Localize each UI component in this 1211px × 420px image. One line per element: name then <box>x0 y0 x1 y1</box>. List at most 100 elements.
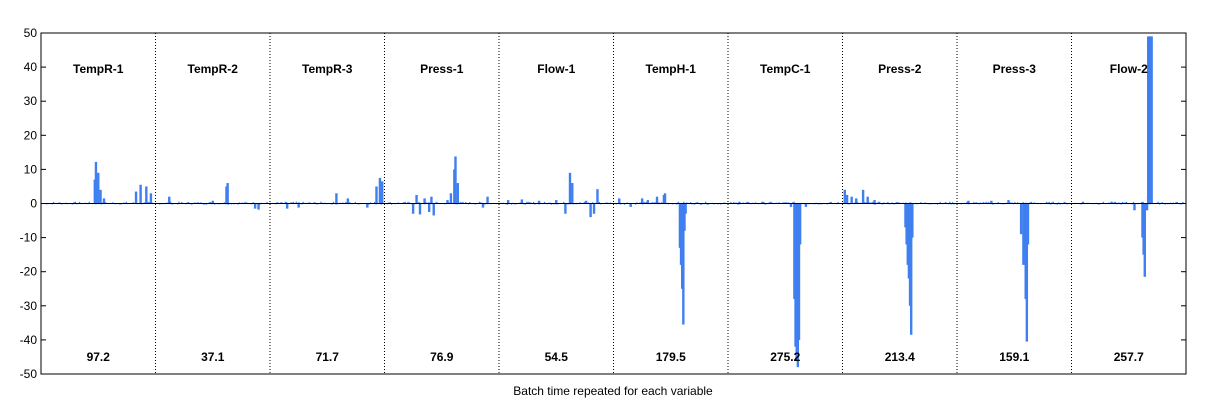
y-tick-label: 0 <box>30 197 37 211</box>
data-bar <box>200 202 202 204</box>
y-tick-label: 30 <box>24 94 38 108</box>
data-bar <box>879 201 881 204</box>
data-bar <box>782 202 784 204</box>
data-bar <box>354 201 356 204</box>
data-bar <box>345 201 347 204</box>
section-name-label: Press-1 <box>420 62 464 76</box>
data-bar <box>99 189 102 204</box>
section-name-label: Flow-2 <box>1110 62 1148 76</box>
data-bar <box>898 202 900 204</box>
data-bar <box>881 203 884 205</box>
data-bar <box>629 203 632 207</box>
data-bar <box>699 203 701 205</box>
data-bar <box>636 202 638 204</box>
x-axis-label: Batch time repeated for each variable <box>513 384 713 398</box>
data-bar <box>520 199 524 204</box>
data-bar <box>973 202 975 204</box>
data-bar <box>700 203 703 205</box>
data-bar <box>380 203 383 205</box>
data-bar <box>286 202 288 204</box>
data-bar <box>556 203 558 205</box>
data-bar <box>843 189 846 204</box>
data-bar <box>297 203 300 208</box>
data-bar <box>771 202 773 204</box>
data-bar <box>532 201 535 204</box>
data-bar <box>897 202 899 204</box>
data-bar <box>861 189 865 204</box>
data-bar <box>244 201 246 204</box>
data-bar <box>1161 202 1163 204</box>
data-bar <box>568 172 572 204</box>
data-bar <box>1141 201 1143 204</box>
data-bar <box>276 201 278 204</box>
data-bar <box>733 202 735 204</box>
data-bar <box>1030 201 1032 204</box>
data-bar <box>1033 202 1035 204</box>
data-bar <box>1126 201 1128 204</box>
data-bar <box>214 203 216 205</box>
data-bar <box>646 201 648 204</box>
data-bar <box>873 203 875 205</box>
data-bar <box>768 202 770 204</box>
y-axis: -50 -40 -30 -20 -10 0 10 20 30 40 50 <box>20 26 1186 381</box>
y-tick-label: 20 <box>24 128 38 142</box>
data-bar <box>837 201 839 204</box>
data-bar <box>624 203 626 205</box>
data-bar <box>167 202 169 204</box>
data-bar <box>335 203 337 205</box>
data-bar <box>854 202 856 204</box>
data-bar <box>408 202 410 204</box>
section-name-label: TempR-3 <box>302 62 353 76</box>
data-bar <box>783 202 786 204</box>
data-bar <box>1179 203 1181 205</box>
data-bar <box>430 196 433 204</box>
data-bar <box>436 201 438 204</box>
data-bar <box>949 201 951 204</box>
data-bar <box>331 203 333 205</box>
data-bar <box>397 202 399 204</box>
data-bar <box>564 203 567 214</box>
section-value-label: 275.2 <box>770 350 800 364</box>
data-bar <box>125 201 127 204</box>
data-bar <box>571 183 574 204</box>
data-bar <box>883 202 885 204</box>
data-bar <box>909 202 911 204</box>
data-bar <box>102 198 106 204</box>
section-value-label: 76.9 <box>430 350 454 364</box>
data-bar <box>1145 203 1149 211</box>
data-bar <box>1007 200 1010 204</box>
data-bar <box>988 201 990 204</box>
data-bar <box>655 196 659 204</box>
data-bar <box>373 201 376 204</box>
data-bar <box>1048 201 1050 204</box>
data-bar <box>252 202 254 204</box>
data-bar <box>462 201 464 204</box>
data-bar <box>1051 202 1053 204</box>
data-bar <box>646 200 650 204</box>
data-bar <box>1143 203 1146 277</box>
data-bar <box>818 203 820 205</box>
data-bar <box>654 202 656 204</box>
data-bar <box>88 201 90 204</box>
y-tick-label: -30 <box>20 299 38 313</box>
data-bar <box>563 201 565 204</box>
data-bar <box>170 201 172 204</box>
data-bar <box>609 202 612 204</box>
data-bar <box>770 201 772 204</box>
data-bar <box>990 200 993 204</box>
data-bar <box>845 194 849 204</box>
data-bar <box>537 200 541 204</box>
data-bar <box>720 203 722 205</box>
data-bar <box>280 201 282 204</box>
data-bar <box>349 202 351 204</box>
data-bar <box>197 202 199 204</box>
data-bar <box>432 203 435 216</box>
section-value-label: 179.5 <box>656 350 686 364</box>
data-bar <box>446 200 449 204</box>
data-bar <box>1065 202 1067 204</box>
data-bar <box>985 201 987 204</box>
data-bar <box>979 202 982 204</box>
data-bar <box>428 202 430 204</box>
data-bar <box>366 203 369 208</box>
data-bar <box>1026 203 1030 245</box>
